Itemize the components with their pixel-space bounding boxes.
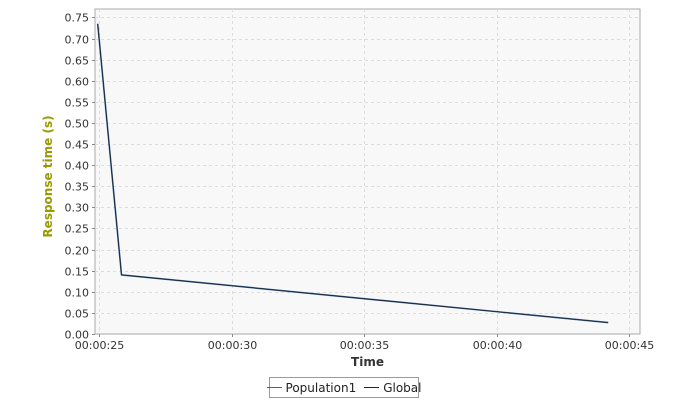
x-tick-label: 00:00:40 <box>473 339 522 352</box>
y-tick-label: 0.05 <box>65 308 90 321</box>
grid-lines <box>95 9 640 334</box>
y-tick-label: 0.10 <box>65 287 90 300</box>
plot-area <box>94 8 641 335</box>
legend-label-global: Global <box>383 380 422 395</box>
x-axis-title: Time <box>351 355 384 369</box>
y-tick-label: 0.70 <box>65 34 90 47</box>
series-lines <box>96 23 609 324</box>
y-tick-label: 0.65 <box>65 55 90 68</box>
legend-swatch-population1 <box>266 387 282 388</box>
y-tick-label: 0.25 <box>65 223 90 236</box>
y-tick-label: 0.50 <box>65 118 90 131</box>
y-tick-label: 0.20 <box>65 245 90 258</box>
x-tick-label: 00:00:25 <box>75 339 124 352</box>
x-tick-label: 00:00:45 <box>605 339 654 352</box>
legend-item-global: Global <box>364 381 421 395</box>
y-tick-label: 0.55 <box>65 97 90 110</box>
y-tick-label: 0.45 <box>65 139 90 152</box>
series-line-global <box>97 23 609 323</box>
y-tick-label: 0.15 <box>65 266 90 279</box>
legend-swatch-global <box>364 387 380 388</box>
legend-item-population1: Population1 <box>266 380 357 395</box>
y-tick-label: 0.75 <box>65 12 90 25</box>
y-tick-label: 0.35 <box>65 181 90 194</box>
x-tick-label: 00:00:30 <box>208 339 257 352</box>
y-tick-label: 0.00 <box>65 329 90 342</box>
x-tick-label: 00:00:35 <box>340 339 389 352</box>
y-tick-label: 0.60 <box>65 76 90 89</box>
legend: Population1 Global <box>266 377 421 398</box>
y-tick-label: 0.30 <box>65 202 90 215</box>
legend-label-population1: Population1 <box>285 380 357 395</box>
axis-ticks: 0.00 0.05 0.10 0.15 0.20 0.25 0.30 0.35 0.40 0.45… <box>65 12 655 353</box>
y-tick-label: 0.40 <box>65 160 90 173</box>
y-axis-title: Response time (s) <box>41 115 55 237</box>
